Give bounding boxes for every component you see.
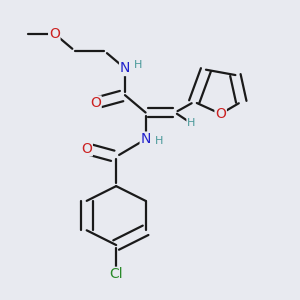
Text: H: H bbox=[134, 60, 142, 70]
Text: O: O bbox=[215, 107, 226, 121]
Text: H: H bbox=[187, 118, 195, 128]
Text: O: O bbox=[49, 27, 60, 40]
Text: Cl: Cl bbox=[109, 268, 123, 281]
Text: N: N bbox=[120, 61, 130, 75]
Text: N: N bbox=[140, 132, 151, 146]
Text: H: H bbox=[155, 136, 164, 146]
Text: O: O bbox=[90, 96, 101, 110]
Text: O: O bbox=[81, 142, 92, 156]
